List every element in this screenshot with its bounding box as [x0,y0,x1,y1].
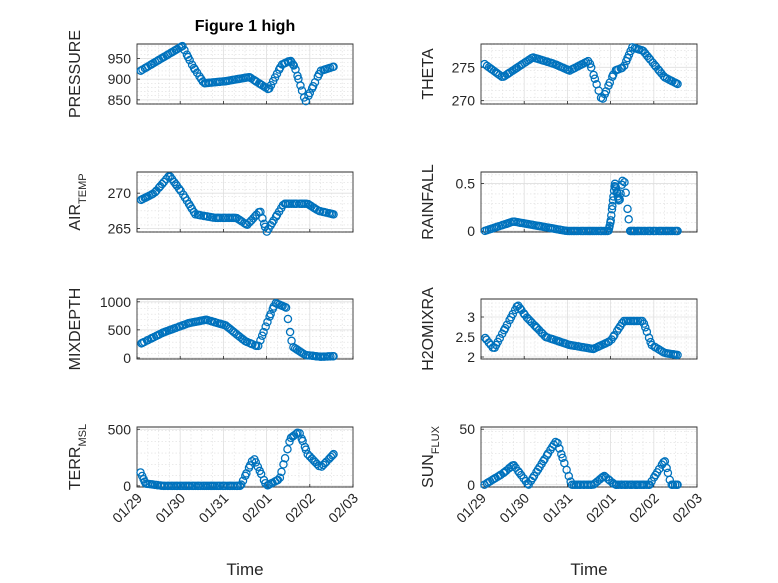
y-tick-label: 2 [467,349,475,365]
figure: 850 900 950 PRESSURE 270 275 THETA 265 270 AIRTEM… [0,0,778,583]
x-tick-label: 02/03 [669,490,705,526]
y-axis-label: RAINFALL [420,164,437,240]
y-tick-label: 0 [123,350,131,366]
y-tick-label: 275 [452,59,476,75]
axes-background [481,427,697,487]
y-tick-label: 270 [452,93,476,109]
y-tick-label: 0 [467,223,475,239]
x-tick-label: 02/01 [239,490,275,526]
y-axis-label: THETA [420,48,437,100]
x-tick-label: 01/30 [496,490,532,526]
y-tick-label: 0 [123,478,131,494]
figure-title: Figure 1 high [195,18,295,35]
y-tick-label: 265 [108,220,132,236]
y-tick-label: 900 [108,71,132,87]
y-tick-label: 270 [108,185,132,201]
y-axis-label: PRESSURE [67,30,84,118]
x-tick-label: 02/01 [583,490,619,526]
y-tick-label: 50 [459,421,475,437]
subplot-terr-msl: 0 500 01/29 01/30 01/31 02/01 02/02 02/03 TERRMS… [67,421,361,526]
subplot-mixdepth: 0 500 1000 MIXDEPTH [67,288,353,371]
y-tick-label: 850 [108,92,132,108]
subplot-rainfall: 0 0.5 RAINFALL [420,164,697,240]
y-tick-label: 950 [108,50,132,66]
y-tick-label: 1000 [100,294,131,310]
x-axis-label-left: Time [226,560,263,579]
x-tick-label: 01/29 [109,490,145,526]
subplot-air-temp: 265 270 AIRTEMP [67,172,353,236]
x-tick-label: 01/30 [152,490,188,526]
subplot-grid: 850 900 950 PRESSURE 270 275 THETA 265 270 AIRTEM… [67,30,705,526]
y-tick-label: 2.5 [456,329,476,345]
subplot-pressure: 850 900 950 PRESSURE [67,30,353,118]
x-tick-label: 01/31 [539,490,575,526]
y-tick-label: 500 [108,322,132,338]
y-axis-label: H2OMIXRA [420,287,437,371]
x-axis-label-right: Time [570,560,607,579]
y-axis-label: AIRTEMP [67,173,89,230]
x-tick-label: 01/31 [195,490,231,526]
y-axis-label: SUNFLUX [420,425,442,488]
x-tick-label: 02/02 [282,490,318,526]
x-tick-label: 02/02 [626,490,662,526]
y-axis-label: MIXDEPTH [67,288,84,371]
y-tick-label: 3 [467,309,475,325]
y-tick-label: 500 [108,421,132,437]
subplot-theta: 270 275 THETA [420,44,697,109]
y-axis-label: TERRMSL [67,424,89,490]
x-tick-label: 02/03 [325,490,361,526]
y-tick-label: 0 [467,477,475,493]
subplot-sun-flux: 0 50 01/29 01/30 01/31 02/01 02/02 02/03 SUNFLUX [420,421,705,526]
subplot-h2omixra: 2 2.5 3 H2OMIXRA [420,287,697,371]
y-tick-label: 0.5 [456,175,476,191]
x-tick-label: 01/29 [453,490,489,526]
